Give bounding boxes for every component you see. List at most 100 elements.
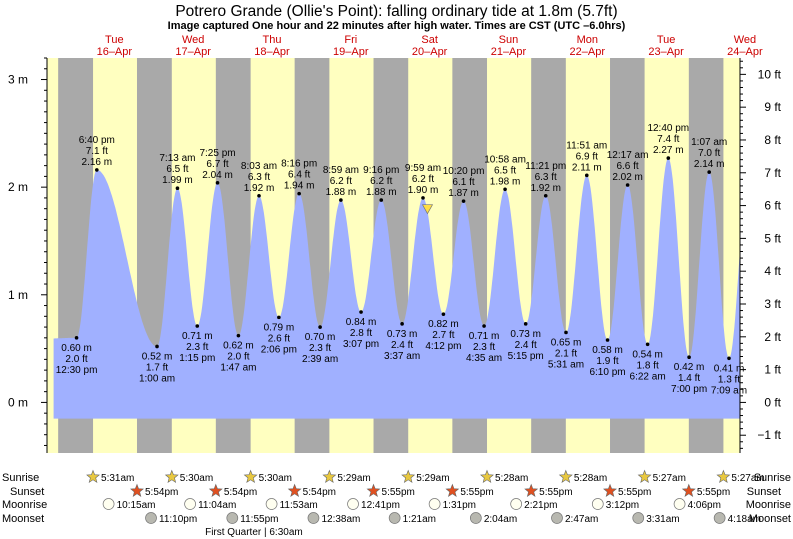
right-tick-label: 9 ft [764,100,781,114]
extremum-feet: 1.7 ft [146,362,168,373]
extremum-dot [564,330,568,335]
extremum-dot [482,324,486,328]
sunset-row-label-right: Sunset [747,486,781,498]
day-name: Fri [344,34,357,46]
sunrise-time: 5:29am [337,473,370,484]
day-date: 22–Apr [570,46,606,58]
right-tick-label: 1 ft [764,363,781,377]
extremum-dot [666,156,671,160]
extremum-dot [523,322,528,326]
extremum-dot [707,170,711,174]
extremum-feet: 2.8 ft [350,328,372,339]
extremum-feet: 2.4 ft [391,340,413,351]
day-date: 17–Apr [175,46,211,58]
day-name: Thu [262,34,281,46]
extremum-meters: 0.62 m [223,341,254,352]
extremum-time: 12:30 pm [56,365,98,376]
moonset-time: 1:21am [403,514,436,525]
sunrise-icon [637,469,652,483]
moonset-icon [307,512,320,524]
extremum-dot [95,168,99,172]
extremum-time: 11:21 pm [525,161,566,172]
extremum-meters: 0.41 m [714,363,745,374]
right-tick-label: 8 ft [764,133,781,147]
extremum-dot [277,315,281,320]
extremum-meters: 0.73 m [510,329,541,340]
extremum-feet: 2.3 ft [186,342,208,353]
moonrise-time: 3:12pm [606,500,639,511]
left-tick-label: 0 m [8,395,28,409]
extremum-dot [257,193,261,198]
sunset-time: 5:55pm [460,487,493,498]
extremum-feet: 6.5 ft [494,165,516,176]
extremum-dot [584,173,589,178]
moonrise-time: 11:04am [198,500,236,511]
extremum-feet: 2.3 ft [309,343,331,354]
extremum-time: 4:12 pm [425,341,461,352]
moonset-time: 2:47am [565,514,598,525]
extremum-meters: 1.99 m [162,175,193,186]
almanac: Sunrise Sunset Moonrise Moonset Sunrise … [2,469,791,538]
extremum-feet: 1.3 ft [718,374,740,385]
sunset-icon [681,483,696,497]
extremum-time: 1:00 am [139,373,175,384]
moonrise-time: 11:53am [280,500,318,511]
sunset-icon [366,483,381,497]
right-axis: −1 ft 0 ft 1 ft 2 ft 3 ft 4 ft 5 ft 6 ft 7 ft 8 f… [739,58,782,453]
extremum-time: 9:59 am [405,163,441,174]
moonrise-icon [347,498,359,510]
extremum-time: 1:15 pm [179,353,215,364]
extremum-meters: 0.84 m [346,317,377,328]
extremum-meters: 0.54 m [632,349,663,360]
extremum-time: 7:09 am [711,385,747,396]
extremum-meters: 2.14 m [694,159,725,170]
moonset-row-label-left: Moonset [2,513,44,525]
day-name: Mon [577,34,598,46]
extremum-dot [400,322,404,326]
left-axis: 0 m 1 m 2 m 3 m [8,57,48,453]
extremum-feet: 6.9 ft [576,151,598,162]
sunset-icon [130,483,144,497]
current-level-triangle [421,204,434,215]
extremum-time: 9:16 pm [363,165,399,176]
sunrise-icon [322,469,337,483]
sunrise-icon [164,469,179,483]
moonset-time: 12:38am [321,514,360,525]
extremum-meters: 1.87 m [448,188,479,199]
right-tick-label: 4 ft [764,264,781,278]
sunrise-time: 5:29am [416,473,449,484]
extremum-feet: 2.0 ft [227,352,249,363]
extremum-meters: 0.71 m [469,331,500,342]
extremum-meters: 2.16 m [82,157,113,168]
moonrise-icon [184,498,196,510]
extremum-dot [605,338,610,342]
extremum-feet: 1.9 ft [596,356,618,367]
moonrise-row-label-right: Moonrise [746,499,791,511]
extremum-time: 2:06 pm [261,344,297,355]
day-name: Tue [657,34,676,46]
moonset-time: 4:18am [728,514,761,525]
extremum-time: 3:37 am [384,351,420,362]
moonset-time: 11:55pm [240,514,278,525]
extremum-feet: 6.4 ft [288,170,310,181]
day-date: 19–Apr [333,46,369,58]
moonset-icon [551,512,563,524]
sunrise-row-label-left: Sunrise [2,472,39,484]
sunset-icon [287,483,302,497]
extremum-feet: 2.3 ft [473,342,495,353]
extremum-meters: 0.65 m [551,337,582,348]
day-date: 16–Apr [97,46,133,58]
sunrise-time: 5:30am [259,473,292,484]
extremum-feet: 6.5 ft [166,164,188,175]
extremum-dot [543,193,548,198]
extremum-dot [687,355,691,360]
extremum-feet: 2.6 ft [268,333,290,344]
sunset-time: 5:54pm [303,487,336,498]
extremum-feet: 2.0 ft [65,354,87,365]
sunset-time: 5:55pm [697,487,730,498]
extremum-time: 8:16 pm [281,159,317,170]
extremum-meters: 1.92 m [530,183,561,194]
moonset-time: 3:31am [646,514,679,525]
extremum-time: 10:58 am [484,154,526,165]
sunset-row: 5:54pm 5:54pm 5:54pm 5:55pm 5:55pm 5:55pm 5:55… [130,483,730,498]
